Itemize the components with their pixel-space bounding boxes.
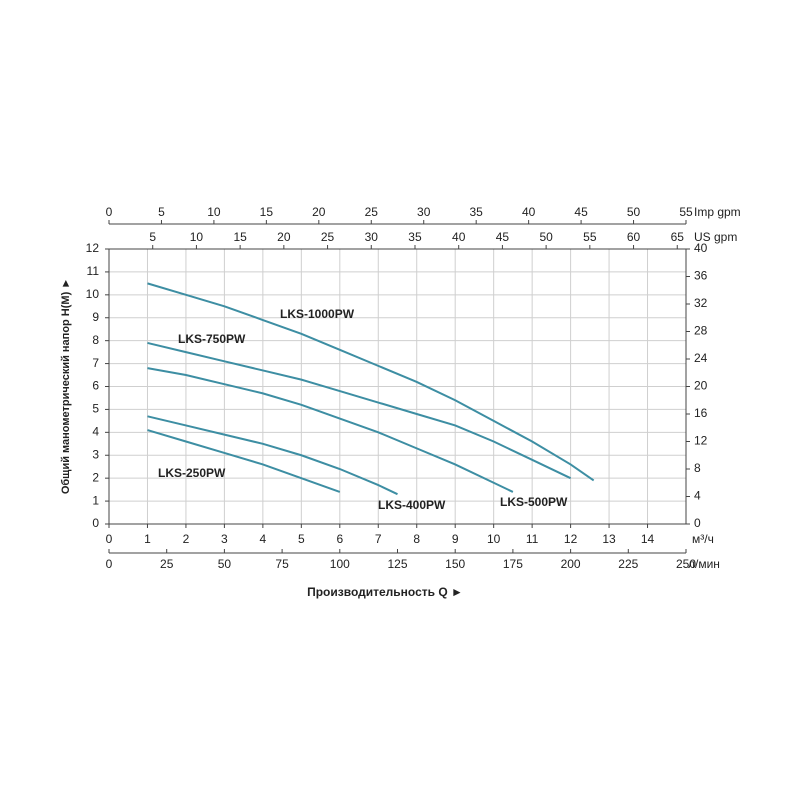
x-tick-label: 0	[106, 532, 113, 546]
x-unit: л/мин	[688, 557, 720, 571]
x-tick-label: 45	[496, 230, 510, 244]
curve	[147, 367, 514, 493]
x-tick-label: 12	[564, 532, 578, 546]
x-tick-label: 7	[375, 532, 382, 546]
y2-tick-label: 8	[694, 461, 701, 475]
y-tick-label: 2	[92, 470, 99, 484]
y2-tick-label: 40	[694, 241, 708, 255]
y-tick-label: 7	[92, 356, 99, 370]
x-tick-label: 40	[522, 205, 536, 219]
y2-tick-label: 36	[694, 269, 708, 283]
series-label: LKS-500PW	[500, 495, 568, 509]
x-tick-label: 30	[417, 205, 431, 219]
x-unit: US gpm	[694, 230, 737, 244]
x-tick-label: 65	[671, 230, 685, 244]
x-tick-label: 20	[312, 205, 326, 219]
y-tick-label: 5	[92, 402, 99, 416]
x-tick-label: 60	[627, 230, 641, 244]
y-tick-label: 9	[92, 310, 99, 324]
x-tick-label: 0	[106, 205, 113, 219]
x-tick-label: 45	[574, 205, 588, 219]
x-unit: Imp gpm	[694, 205, 741, 219]
x-tick-label: 25	[365, 205, 379, 219]
x-tick-label: 15	[233, 230, 247, 244]
x-tick-label: 100	[330, 557, 350, 571]
x-tick-label: 35	[408, 230, 422, 244]
y-tick-label: 11	[87, 264, 100, 278]
curve	[147, 429, 341, 493]
x-tick-label: 5	[158, 205, 165, 219]
x-tick-label: 5	[298, 532, 305, 546]
y-tick-label: 3	[92, 447, 99, 461]
y2-tick-label: 28	[694, 324, 708, 338]
y2-tick-label: 20	[694, 379, 708, 393]
x-unit: м³/ч	[692, 532, 714, 546]
x-tick-label: 55	[679, 205, 693, 219]
x-tick-label: 9	[452, 532, 459, 546]
y2-tick-label: 4	[694, 489, 701, 503]
x-tick-label: 0	[106, 557, 113, 571]
x-tick-label: 200	[561, 557, 581, 571]
y-tick-label: 10	[86, 287, 100, 301]
curve	[147, 341, 572, 480]
x-tick-label: 10	[190, 230, 204, 244]
series-label: LKS-750PW	[178, 332, 246, 346]
y2-tick-label: 24	[694, 351, 708, 365]
x-tick-label: 55	[583, 230, 597, 244]
y-axis-title: Общий манометрический напор H(M) ►	[60, 278, 72, 494]
curve	[147, 415, 398, 496]
x-tick-label: 250	[676, 557, 696, 571]
y-tick-label: 0	[92, 516, 99, 530]
x-tick-label: 225	[618, 557, 638, 571]
x-tick-label: 8	[413, 532, 420, 546]
x-tick-label: 125	[387, 557, 407, 571]
y-tick-label: 12	[86, 241, 100, 255]
x-tick-label: 10	[207, 205, 221, 219]
x-tick-label: 10	[487, 532, 501, 546]
x-tick-label: 3	[221, 532, 228, 546]
x-tick-label: 25	[160, 557, 174, 571]
x-tick-label: 30	[365, 230, 379, 244]
y-tick-label: 4	[92, 425, 99, 439]
x-tick-label: 40	[452, 230, 466, 244]
x-tick-label: 150	[445, 557, 465, 571]
x-tick-label: 75	[275, 557, 289, 571]
y2-tick-label: 16	[694, 406, 708, 420]
y2-tick-label: 32	[694, 296, 708, 310]
y2-tick-label: 0	[694, 516, 701, 530]
x-tick-label: 25	[321, 230, 335, 244]
x-tick-label: 13	[602, 532, 616, 546]
x-tick-label: 15	[260, 205, 274, 219]
x-tick-label: 2	[183, 532, 190, 546]
series-label: LKS-1000PW	[280, 307, 355, 321]
y2-tick-label: 12	[694, 434, 708, 448]
x-tick-label: 20	[277, 230, 291, 244]
x-tick-label: 50	[539, 230, 553, 244]
y-tick-label: 1	[92, 493, 99, 507]
x-tick-label: 11	[526, 532, 539, 546]
curve	[147, 282, 595, 482]
x-axis-title: Производительность Q ►	[307, 585, 463, 599]
x-tick-label: 14	[641, 532, 655, 546]
x-tick-label: 6	[336, 532, 343, 546]
x-tick-label: 35	[470, 205, 484, 219]
y-tick-label: 8	[92, 333, 99, 347]
x-tick-label: 175	[503, 557, 523, 571]
x-tick-label: 50	[218, 557, 232, 571]
y-tick-label: 6	[92, 379, 99, 393]
x-tick-label: 1	[144, 532, 151, 546]
x-tick-label: 4	[260, 532, 267, 546]
x-tick-label: 5	[149, 230, 156, 244]
series-label: LKS-250PW	[158, 466, 226, 480]
x-tick-label: 50	[627, 205, 641, 219]
series-label: LKS-400PW	[378, 498, 446, 512]
